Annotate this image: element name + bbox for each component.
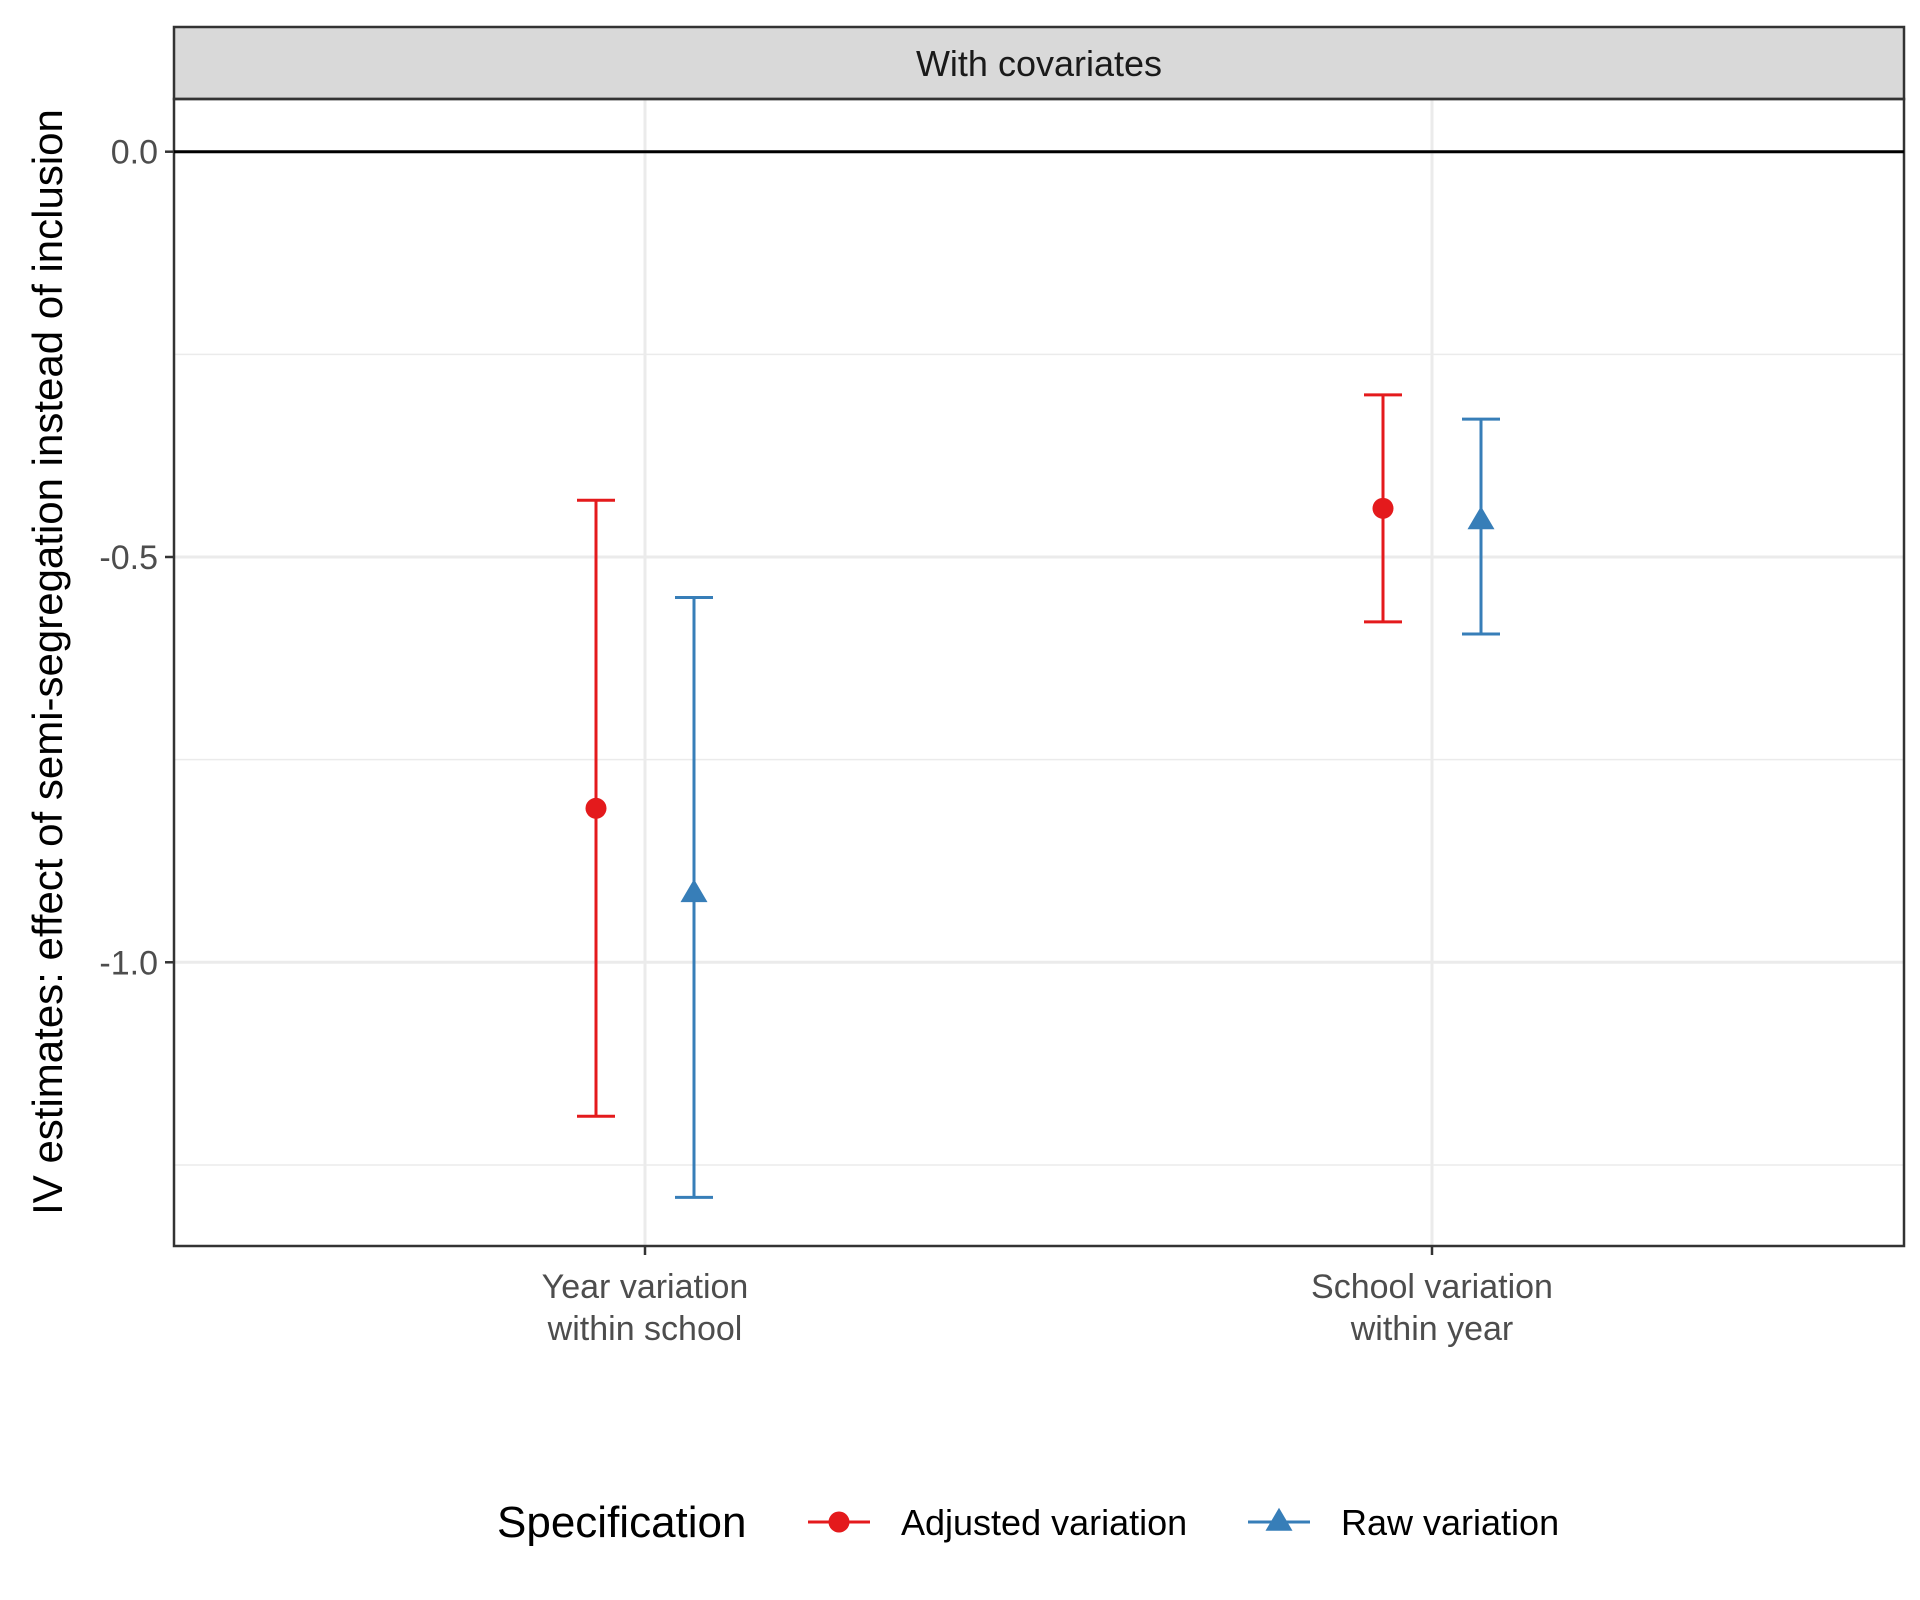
x-tick-label-line1: School variation [1311,1268,1553,1306]
y-tick-label: -1.0 [99,944,158,982]
errorbar-group [1364,393,1402,624]
point-estimate-circle [585,797,607,819]
plot-panel-border [172,97,1906,1248]
legend-key-triangle [1265,1507,1293,1531]
point-estimate-circle [1372,497,1394,519]
legend-key-circle [828,1511,850,1533]
legend-label: Raw variation [1341,1502,1559,1543]
y-tick-label: -0.5 [99,539,158,577]
legend-key [1248,1507,1310,1531]
facet-label: With covariates [916,43,1162,84]
legend: Specification Adjusted variation Raw vari… [497,1498,1559,1547]
y-axis-title: IV estimates: effect of semi-segregation… [24,109,71,1215]
y-tick-label: 0.0 [111,134,158,172]
errorbar-group [577,498,615,1118]
legend-label: Adjusted variation [901,1502,1187,1543]
point-estimate-triangle [680,879,708,903]
marks-layer [577,393,1500,1199]
x-tick-label-line2: within year [1350,1310,1514,1348]
y-axis: 0.0 -0.5 -1.0 [99,134,174,982]
errorbar-group [1462,417,1500,636]
x-tick-label-line1: Year variation [542,1268,749,1306]
errorbar-group [675,596,713,1199]
legend-title: Specification [497,1498,746,1547]
facet-strip-background [172,25,1906,101]
legend-key [808,1511,870,1533]
point-estimate-triangle [1467,506,1495,530]
x-axis: Year variation within school School variat… [542,1246,1553,1348]
facet-strip: With covariates [172,25,1906,101]
x-tick-label-line2: within school [547,1310,743,1348]
